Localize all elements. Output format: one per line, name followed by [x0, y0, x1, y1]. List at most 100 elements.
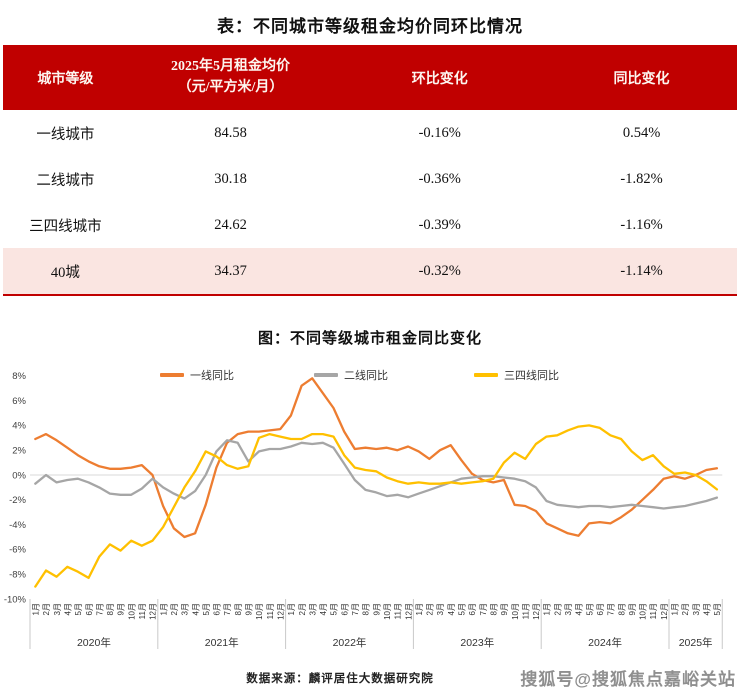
svg-text:2%: 2% — [12, 446, 26, 457]
svg-text:3月: 3月 — [181, 603, 190, 615]
svg-text:3月: 3月 — [308, 603, 317, 615]
svg-text:2月: 2月 — [298, 603, 307, 615]
svg-text:2月: 2月 — [42, 603, 51, 615]
table-row: 一线城市 84.58 -0.16% 0.54% — [3, 110, 737, 156]
svg-text:4月: 4月 — [447, 603, 456, 615]
svg-text:10月: 10月 — [255, 603, 264, 620]
svg-text:12月: 12月 — [404, 603, 413, 620]
legend-swatch-tier34 — [474, 373, 498, 377]
svg-text:8月: 8月 — [234, 603, 243, 615]
svg-text:11月: 11月 — [649, 603, 658, 619]
legend-label-tier2: 二线同比 — [344, 370, 388, 382]
cell-yoy: -1.16% — [620, 216, 663, 233]
table-header-row: 城市等级 2025年5月租金均价 （元/平方米/月） 环比变化 同比变化 — [3, 45, 737, 110]
svg-text:2月: 2月 — [553, 603, 562, 615]
svg-text:4月: 4月 — [191, 603, 200, 615]
table-row-highlight: 40城 34.37 -0.32% -1.14% — [3, 248, 737, 294]
svg-text:2月: 2月 — [170, 603, 179, 615]
svg-text:8月: 8月 — [106, 603, 115, 615]
legend-label-tier1: 一线同比 — [190, 370, 234, 382]
svg-text:4月: 4月 — [702, 603, 711, 615]
header-mom-change: 环比变化 — [411, 71, 468, 87]
cell-price: 34.37 — [214, 262, 247, 279]
svg-text:7月: 7月 — [607, 603, 616, 615]
svg-text:3月: 3月 — [53, 603, 62, 615]
svg-text:6月: 6月 — [85, 603, 94, 615]
svg-text:2023年: 2023年 — [460, 636, 494, 649]
svg-text:1月: 1月 — [543, 603, 552, 615]
svg-text:6月: 6月 — [213, 603, 222, 615]
svg-text:-8%: -8% — [9, 570, 26, 581]
svg-text:2021年: 2021年 — [205, 636, 239, 649]
legend-label-tier34: 三四线同比 — [504, 370, 559, 382]
svg-text:2025年: 2025年 — [679, 636, 713, 649]
svg-text:7月: 7月 — [95, 603, 104, 615]
svg-text:12月: 12月 — [276, 603, 285, 620]
svg-text:12月: 12月 — [532, 603, 541, 620]
cell-yoy: -1.82% — [620, 170, 663, 187]
svg-text:5月: 5月 — [585, 603, 594, 615]
svg-text:11月: 11月 — [521, 603, 530, 619]
cell-yoy: -1.14% — [620, 262, 663, 279]
svg-text:8月: 8月 — [617, 603, 626, 615]
svg-text:9月: 9月 — [628, 603, 637, 615]
cell-price: 84.58 — [214, 124, 247, 141]
svg-text:6月: 6月 — [340, 603, 349, 615]
table-title: 表：不同城市等级租金均价同环比情况 — [217, 17, 523, 36]
svg-text:7月: 7月 — [351, 603, 360, 615]
svg-text:5月: 5月 — [713, 603, 722, 615]
svg-text:5月: 5月 — [74, 603, 83, 615]
svg-text:11月: 11月 — [266, 603, 275, 619]
svg-text:10月: 10月 — [511, 603, 520, 620]
legend-item-tier2: 二线同比 — [314, 368, 388, 382]
svg-text:12月: 12月 — [660, 603, 669, 620]
svg-text:4月: 4月 — [63, 603, 72, 615]
svg-text:-4%: -4% — [9, 520, 26, 531]
svg-text:-6%: -6% — [9, 545, 26, 556]
cell-mom: -0.16% — [418, 124, 461, 141]
svg-text:1月: 1月 — [287, 603, 296, 615]
svg-text:2024年: 2024年 — [588, 636, 622, 649]
svg-text:8月: 8月 — [489, 603, 498, 615]
svg-text:9月: 9月 — [500, 603, 509, 615]
svg-text:2月: 2月 — [681, 603, 690, 615]
svg-text:4%: 4% — [12, 421, 26, 432]
legend-swatch-tier1 — [160, 373, 184, 377]
legend-swatch-tier2 — [314, 373, 338, 377]
chart-canvas: 8%6%4%2%0%-2%-4%-6%-8%-10%1月 2月 3月 4月 5月 6月 7月… — [4, 371, 723, 649]
svg-text:9月: 9月 — [245, 603, 254, 615]
svg-text:11月: 11月 — [138, 603, 147, 619]
cell-mom: -0.32% — [418, 262, 461, 279]
table-row: 三四线城市 24.62 -0.39% -1.16% — [3, 202, 737, 248]
svg-text:9月: 9月 — [372, 603, 381, 615]
svg-text:0%: 0% — [12, 470, 26, 481]
header-avg-rent: 2025年5月租金均价 （元/平方米/月） — [128, 57, 334, 98]
svg-text:4月: 4月 — [319, 603, 328, 615]
svg-text:-2%: -2% — [9, 495, 26, 506]
svg-text:1月: 1月 — [415, 603, 424, 615]
svg-text:1月: 1月 — [159, 603, 168, 615]
svg-text:7月: 7月 — [479, 603, 488, 615]
svg-text:8月: 8月 — [362, 603, 371, 615]
legend-item-tier1: 一线同比 — [160, 368, 234, 382]
svg-text:6%: 6% — [12, 396, 26, 407]
cell-tier: 三四线城市 — [29, 218, 102, 235]
watermark-text: 搜狐号@搜狐焦点嘉峪关站 — [520, 670, 736, 689]
table-row: 二线城市 30.18 -0.36% -1.82% — [3, 156, 737, 202]
svg-text:3月: 3月 — [564, 603, 573, 615]
svg-text:10月: 10月 — [127, 603, 136, 620]
svg-text:10月: 10月 — [383, 603, 392, 620]
header-avg-rent-line1: 2025年5月租金均价 — [171, 59, 291, 75]
cell-tier: 二线城市 — [36, 172, 95, 189]
cell-mom: -0.39% — [418, 216, 461, 233]
svg-text:5月: 5月 — [202, 603, 211, 615]
svg-text:1月: 1月 — [32, 603, 41, 615]
svg-text:2022年: 2022年 — [333, 636, 367, 649]
cell-mom: -0.36% — [418, 170, 461, 187]
svg-text:5月: 5月 — [330, 603, 339, 615]
cell-price: 24.62 — [214, 216, 247, 233]
svg-text:5月: 5月 — [458, 603, 467, 615]
header-avg-rent-line2: （元/平方米/月） — [177, 79, 284, 95]
data-source-text: 数据来源：麟评居住大数据研究院 — [246, 673, 434, 685]
